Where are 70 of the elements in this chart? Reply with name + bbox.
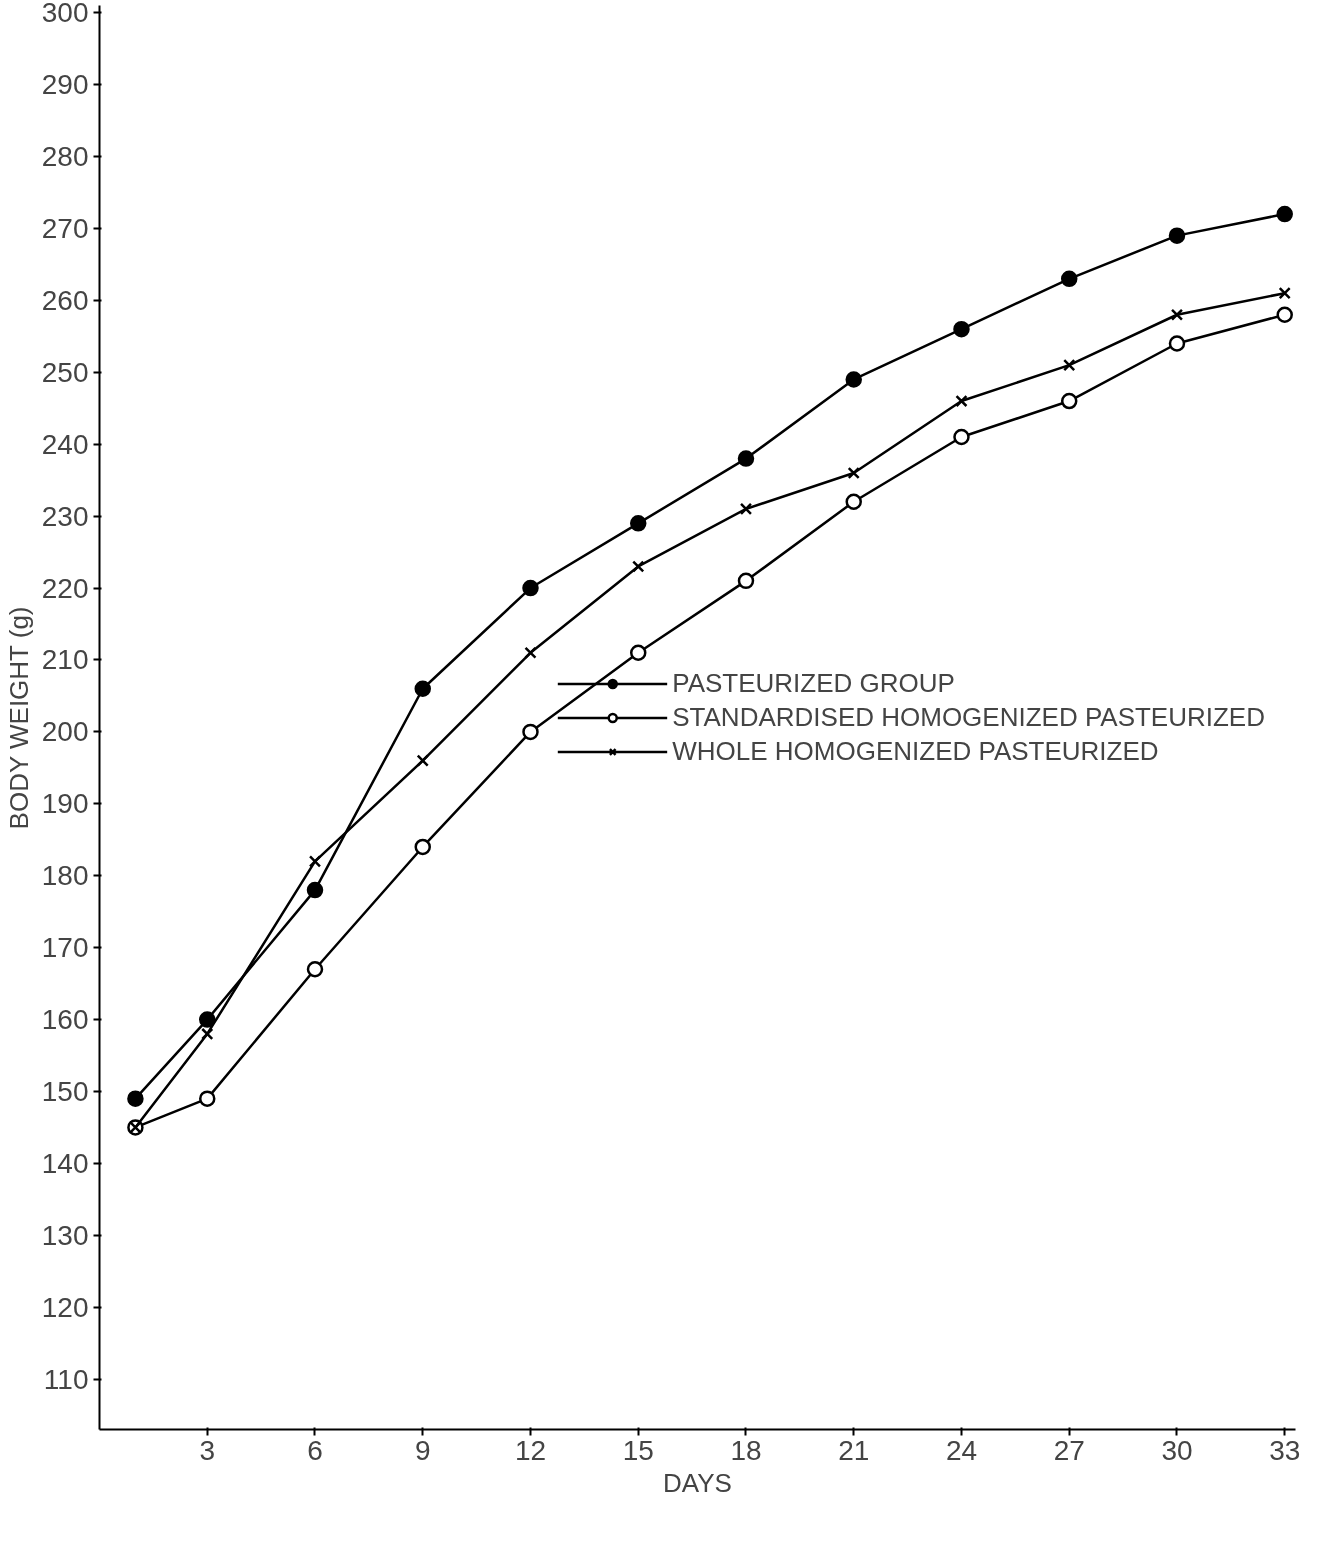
point (522, 723, 539, 741)
legend-label: WHOLE HOMOGENIZED PASTEURIZED (672, 735, 1159, 767)
point (1060, 270, 1078, 288)
y-tick-label: 130 (41, 1219, 89, 1251)
point (308, 855, 322, 868)
y-tick-label: 220 (41, 572, 89, 604)
y-tick-label: 200 (41, 716, 89, 748)
x-axis-title: DAYS (663, 1467, 732, 1498)
x-tick-label: 27 (1053, 1434, 1085, 1466)
y-tick-label: 290 (41, 69, 89, 101)
point (737, 450, 755, 467)
point (737, 572, 755, 590)
x-tick-label: 6 (307, 1434, 323, 1466)
x-tick-label: 21 (838, 1434, 870, 1466)
point (629, 644, 647, 662)
point (1168, 335, 1186, 352)
point (1063, 358, 1076, 372)
y-tick-label: 270 (41, 212, 89, 244)
x-tick-label: 12 (514, 1434, 547, 1466)
y-tick-label: 110 (43, 1363, 89, 1395)
y-axis-title: BODY WEIGHT (g) (3, 606, 34, 830)
y-tick-label: 210 (41, 644, 89, 676)
point (414, 838, 431, 856)
y-tick-label: 140 (41, 1147, 89, 1179)
y-tick-label: 250 (41, 356, 89, 388)
point (845, 493, 862, 510)
point (847, 466, 860, 480)
y-tick-label: 190 (41, 788, 89, 820)
point (739, 502, 753, 516)
point (524, 646, 537, 659)
point (1060, 392, 1078, 410)
y-tick-label: 120 (41, 1291, 89, 1323)
x-tick-label: 33 (1269, 1434, 1301, 1466)
point (845, 371, 862, 388)
point (416, 754, 429, 767)
y-tick-label: 260 (41, 284, 89, 316)
point (1278, 286, 1291, 300)
x-tick-label: 9 (414, 1434, 431, 1466)
point (306, 960, 324, 978)
legend-label: PASTEURIZED GROUP (672, 667, 955, 699)
point (201, 1027, 214, 1041)
x-tick-label: 30 (1161, 1434, 1193, 1466)
y-tick-label: 160 (41, 1004, 89, 1036)
point (1276, 205, 1293, 223)
point (953, 320, 970, 338)
y-tick-label: 180 (41, 860, 89, 892)
point (1276, 306, 1293, 323)
point (414, 680, 431, 697)
legend-label: STANDARDISED HOMOGENIZED PASTEURIZED (672, 701, 1265, 733)
point (1170, 308, 1184, 321)
y-tick-label: 150 (41, 1075, 89, 1107)
x-tick-label: 24 (945, 1434, 978, 1466)
point (127, 1090, 144, 1107)
x-tick-label: 3 (199, 1434, 216, 1466)
point (955, 394, 968, 408)
y-tick-label: 280 (41, 141, 89, 173)
y-tick-label: 300 (41, 0, 89, 29)
point (632, 560, 645, 573)
point (306, 881, 324, 899)
point (629, 515, 647, 532)
y-tick-label: 240 (41, 428, 89, 460)
point (199, 1090, 216, 1107)
x-tick-label: 15 (622, 1434, 654, 1466)
point (1168, 227, 1186, 244)
y-tick-label: 170 (41, 932, 89, 964)
y-tick-label: 230 (41, 500, 89, 532)
point (953, 428, 970, 446)
x-tick-label: 18 (730, 1434, 762, 1466)
point (199, 1011, 216, 1028)
point (522, 579, 539, 597)
